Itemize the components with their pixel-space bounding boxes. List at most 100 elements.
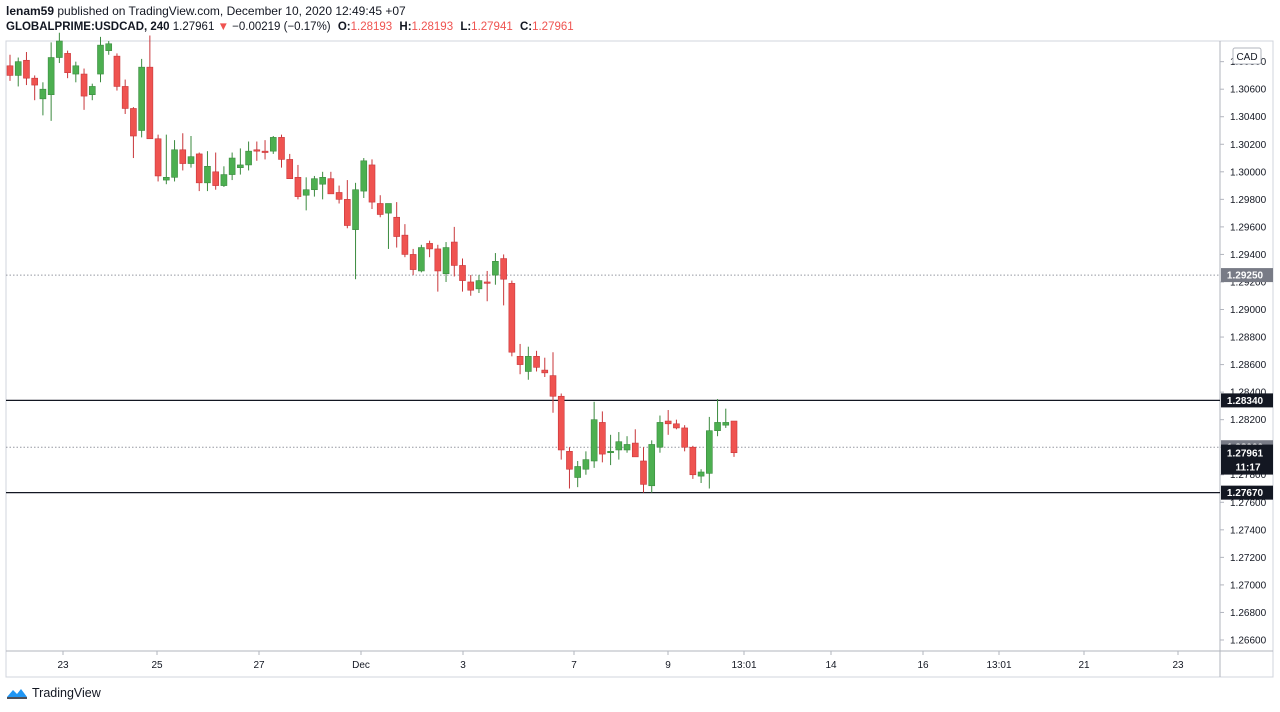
time-axis-label: 3 xyxy=(460,660,466,671)
time-axis-label: 14 xyxy=(825,660,837,671)
candle-body xyxy=(228,157,236,175)
low-label: L: xyxy=(460,21,472,33)
price-axis-label: 1.29600 xyxy=(1230,222,1267,233)
tradingview-logo-icon xyxy=(7,689,27,699)
price-axis-label: 1.27400 xyxy=(1230,525,1267,536)
candle-body xyxy=(261,150,269,153)
dotted-level-price-tag-bg xyxy=(1221,268,1273,283)
candle-body xyxy=(237,164,244,168)
candle-body xyxy=(557,395,565,451)
candle-body xyxy=(656,422,664,448)
candle-body xyxy=(204,166,211,184)
candle-body xyxy=(582,459,590,470)
price-axis-label: 1.27800 xyxy=(1230,470,1267,481)
time-axis-label: 23 xyxy=(57,660,69,671)
price-axis-label: 1.30000 xyxy=(1230,167,1267,178)
line-price-tag: 1.27670 xyxy=(1227,488,1264,499)
close-label: C: xyxy=(519,21,533,33)
candle-body xyxy=(541,369,549,374)
candle-body xyxy=(492,261,499,276)
candle-body xyxy=(418,247,425,272)
candle-body xyxy=(706,430,713,474)
candle-body xyxy=(163,177,170,181)
price-axis-label: 1.27200 xyxy=(1230,553,1267,564)
candle-body xyxy=(195,153,203,184)
candle-body xyxy=(187,156,195,164)
candle-body xyxy=(278,137,285,160)
candle-body xyxy=(212,171,219,186)
time-axis-label: 21 xyxy=(1078,660,1090,671)
candle-body xyxy=(508,283,516,353)
line-price-tag: 1.28340 xyxy=(1227,396,1264,407)
candle-body xyxy=(64,53,71,73)
candle-body xyxy=(138,66,145,131)
candle-body xyxy=(566,451,573,470)
candle-body xyxy=(640,460,647,485)
dotted-level-price-tag: 1.29250 xyxy=(1227,271,1264,282)
high-value: 1.28193 xyxy=(411,21,454,33)
published-text: published on TradingView.com, December 1… xyxy=(57,4,406,18)
candle-body xyxy=(31,77,38,86)
price-axis-label: 1.29200 xyxy=(1230,277,1267,288)
candle-body xyxy=(376,203,384,215)
open-value: 1.28193 xyxy=(350,21,393,33)
candle-body xyxy=(401,234,409,255)
price-axis-label: 1.26600 xyxy=(1230,635,1267,646)
price-axis-label: 1.28200 xyxy=(1230,415,1267,426)
candle-body xyxy=(607,451,614,454)
candle-body xyxy=(6,65,14,76)
price-axis-label: 1.28400 xyxy=(1230,388,1267,399)
candle-body xyxy=(590,419,598,462)
candle-body xyxy=(56,40,63,58)
low-value: 1.27941 xyxy=(471,21,513,33)
candle-body xyxy=(14,61,22,76)
symbol-label[interactable]: GLOBALPRIME:USDCAD, 240 xyxy=(6,21,170,33)
candle-body xyxy=(121,86,129,109)
candle-body xyxy=(302,189,310,196)
candle-body xyxy=(533,356,540,368)
author-name[interactable]: lenam59 xyxy=(6,4,55,18)
candle-body xyxy=(450,241,458,266)
candle-body xyxy=(648,444,656,487)
candle-body xyxy=(483,281,491,284)
time-axis-label: 27 xyxy=(253,660,265,671)
candle-body xyxy=(631,442,639,458)
time-axis-label: 9 xyxy=(665,660,671,671)
candle-body xyxy=(47,57,55,96)
candle-body xyxy=(434,248,442,272)
time-axis-label: 23 xyxy=(1172,660,1184,671)
line-price-tag-bg xyxy=(1221,485,1273,500)
candle-body xyxy=(549,375,557,397)
candle-body xyxy=(516,356,524,365)
candle-body xyxy=(39,88,47,100)
candle-body xyxy=(664,420,672,425)
time-axis-label: 25 xyxy=(151,660,163,671)
candle-body xyxy=(574,466,581,478)
candle-body xyxy=(673,423,680,429)
candle-body xyxy=(113,55,121,87)
price-axis-label: 1.27000 xyxy=(1230,580,1267,591)
candle-body xyxy=(130,108,137,137)
candle-body xyxy=(88,86,96,96)
time-axis-label: 16 xyxy=(917,660,929,671)
time-axis-label: Dec xyxy=(352,660,370,671)
candle-body xyxy=(500,258,507,280)
candle-body xyxy=(220,174,228,186)
currency-badge-bg xyxy=(1232,47,1262,65)
candle-body xyxy=(253,149,261,152)
current-price: 1.27961 xyxy=(172,21,215,33)
candle-body xyxy=(730,420,738,454)
last-price-label: 1.27961 xyxy=(1227,449,1264,460)
time-axis-label: 13:01 xyxy=(731,660,756,671)
candle-body xyxy=(286,159,294,179)
candle-body xyxy=(689,446,697,476)
price-axis-label: 1.27600 xyxy=(1230,498,1267,509)
candle-body xyxy=(697,471,705,477)
price-axis-label: 1.29800 xyxy=(1230,195,1267,206)
symbol-ohlc-bar: GLOBALPRIME:USDCAD, 240 1.27961 ▼ −0.002… xyxy=(6,21,574,33)
candle-body xyxy=(615,441,623,451)
time-axis-label: 7 xyxy=(571,660,577,671)
candle-body xyxy=(80,73,88,97)
close-value: 1.27961 xyxy=(532,21,574,33)
